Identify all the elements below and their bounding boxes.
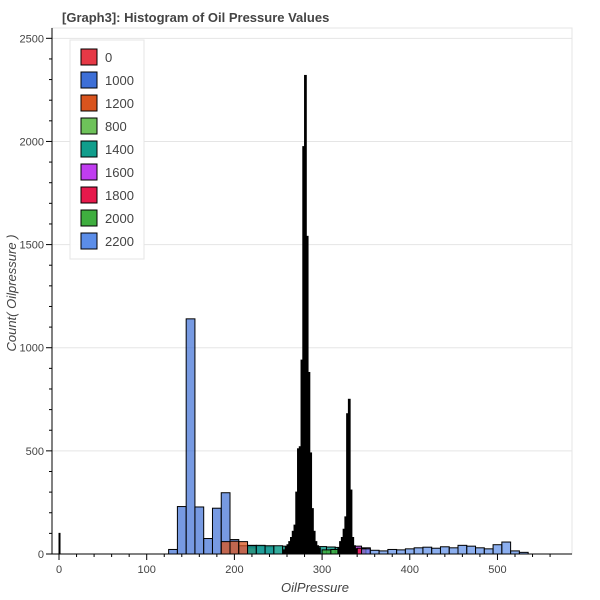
histogram-bar (176, 506, 187, 555)
histogram-bar (220, 541, 231, 555)
y-tick-label: 2000 (20, 136, 44, 148)
x-tick-label: 400 (401, 564, 419, 576)
histogram-bar (264, 545, 275, 555)
legend-label: 2200 (105, 234, 134, 249)
axes: 0 100 200 300 400 500 0 500 1000 1500 2000 2500 (20, 28, 572, 576)
legend-swatch (80, 232, 98, 250)
histogram-bar (448, 547, 459, 555)
legend-label: 1800 (105, 188, 134, 203)
histogram-bar (361, 548, 371, 555)
histogram-bar (238, 541, 249, 555)
histogram-bar (431, 547, 441, 555)
histogram-bar (483, 548, 494, 555)
x-tick-label: 0 (56, 564, 62, 576)
histogram-bar (457, 544, 468, 555)
histogram-bar (194, 506, 205, 555)
histogram-bar (466, 545, 477, 555)
y-tick-label: 2500 (20, 33, 44, 45)
y-tick-label: 1000 (20, 343, 44, 355)
legend: 0 1000 1200 800 1400 1600 1800 2000 2200 (69, 39, 145, 260)
histogram-bar (492, 544, 503, 555)
histogram-bar (318, 547, 321, 555)
legend-swatch (80, 48, 98, 66)
histogram-bar (475, 547, 485, 555)
histogram-bar (321, 549, 332, 555)
legend-label: 0 (105, 50, 112, 65)
histogram-bar (255, 544, 266, 555)
histogram-bar (58, 532, 61, 555)
histogram-bar (439, 546, 450, 555)
y-tick-label: 500 (26, 446, 44, 458)
histogram-bar (422, 546, 433, 555)
legend-label: 1200 (105, 96, 134, 111)
legend-label: 1000 (105, 73, 134, 88)
legend-label: 2000 (105, 211, 134, 226)
histogram-bar (396, 549, 406, 555)
histogram-bar (404, 548, 415, 555)
histogram-bar (273, 545, 284, 555)
x-axis-title: OilPressure (281, 580, 349, 595)
histogram-bar (501, 541, 512, 555)
legend-swatch (80, 163, 98, 181)
legend-swatch (80, 209, 98, 227)
histogram-bar (247, 545, 257, 555)
x-tick-label: 200 (225, 564, 243, 576)
chart-title: [Graph3]: Histogram of Oil Pressure Valu… (62, 10, 330, 25)
histogram-bar (203, 538, 213, 555)
histogram-bar (168, 548, 178, 555)
histogram-bar (229, 540, 240, 555)
legend-label: 1600 (105, 165, 134, 180)
legend-swatch (80, 117, 98, 135)
y-axis-title: Count( Oilpressure ) (4, 234, 19, 351)
x-tick-label: 100 (138, 564, 156, 576)
y-tick-label: 0 (38, 549, 44, 561)
x-tick-label: 500 (488, 564, 506, 576)
histogram-bars (58, 74, 529, 555)
histogram-bar (354, 548, 358, 555)
histogram-bar (387, 548, 398, 555)
legend-swatch (80, 186, 98, 204)
legend-label: 800 (105, 119, 127, 134)
histogram-bar (369, 549, 380, 555)
histogram-bar (211, 507, 222, 555)
x-tick-label: 300 (313, 564, 331, 576)
legend-swatch (80, 94, 98, 112)
legend-swatch (80, 71, 98, 89)
legend-label: 1400 (105, 142, 134, 157)
y-tick-label: 1500 (20, 240, 44, 252)
legend-swatch (80, 140, 98, 158)
histogram-bar (413, 547, 424, 555)
histogram-bar (185, 318, 196, 555)
